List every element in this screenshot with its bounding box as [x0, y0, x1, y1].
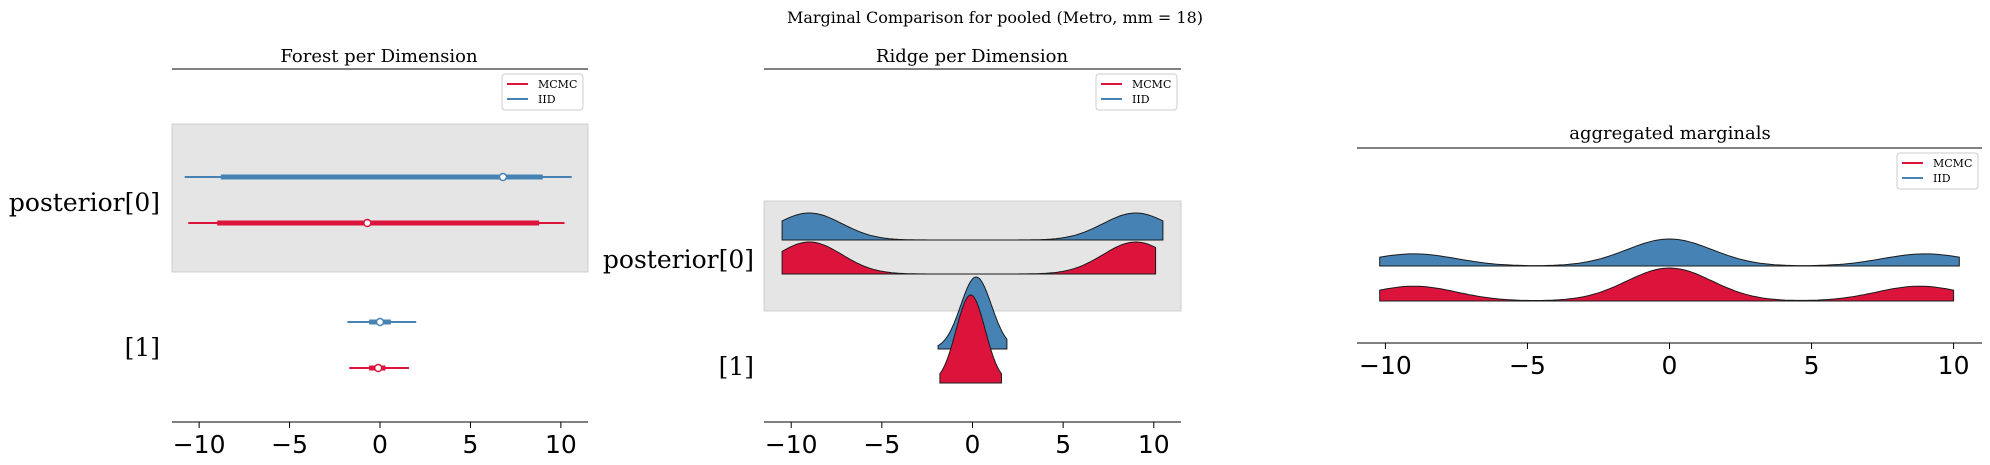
aggregated-panel: aggregated marginals −10 −5 0 5 10 MCMC IID	[1357, 123, 1982, 380]
forest-row-label-1: [1]	[125, 333, 160, 362]
ridge-tick-label: −5	[863, 430, 900, 459]
ridge-density-mcmc	[781, 241, 1157, 275]
forest-tick-label: 10	[545, 430, 577, 459]
forest-panel-title: Forest per Dimension	[280, 46, 478, 67]
ridge-tick-label: 0	[965, 430, 981, 459]
ridge-panel-title: Ridge per Dimension	[876, 46, 1069, 67]
aggregated-density-mcmc	[1379, 267, 1955, 302]
forest-point-estimate	[375, 317, 385, 327]
ridge-row-label-1: [1]	[719, 352, 754, 381]
ridge-row-label-0: posterior[0]	[603, 245, 754, 274]
ridge-tick-label: −10	[765, 430, 818, 459]
ridge-legend: MCMC IID	[1095, 73, 1178, 111]
ridge-legend-label-iid: IID	[1132, 93, 1150, 106]
aggregated-marks	[1379, 238, 1960, 302]
aggregated-panel-title: aggregated marginals	[1569, 123, 1770, 144]
forest-tick-label: 5	[462, 430, 478, 459]
ridge-marks	[781, 212, 1164, 384]
aggregated-tick-label: 0	[1662, 351, 1678, 380]
forest-point-estimate	[363, 218, 372, 228]
ridge-x-ticks: −10 −5 0 5 10	[765, 422, 1170, 459]
forest-tick-label: −10	[173, 430, 226, 459]
forest-x-ticks: −10 −5 0 5 10	[173, 422, 577, 459]
ridge-panel: Ridge per Dimension posterior[0] [1] −10…	[603, 46, 1182, 459]
forest-tick-label: −5	[271, 430, 308, 459]
forest-marks	[184, 172, 572, 373]
forest-legend: MCMC IID	[501, 73, 584, 111]
aggregated-density-iid	[1379, 238, 1960, 267]
aggregated-tick-label: −5	[1509, 351, 1546, 380]
figure-title: Marginal Comparison for pooled (Metro, m…	[787, 8, 1203, 27]
ridge-tick-label: 5	[1055, 430, 1071, 459]
aggregated-tick-label: 10	[1938, 351, 1970, 380]
aggregated-tick-label: 5	[1804, 351, 1820, 380]
forest-legend-label-iid: IID	[538, 93, 556, 106]
aggregated-legend-label-iid: IID	[1933, 172, 1951, 185]
ridge-density-mcmc	[939, 294, 1002, 384]
ridge-tick-label: 10	[1138, 430, 1170, 459]
forest-point-estimate	[373, 363, 383, 373]
aggregated-tick-label: −10	[1359, 351, 1412, 380]
ridge-legend-label-mcmc: MCMC	[1132, 78, 1171, 91]
aggregated-legend-label-mcmc: MCMC	[1933, 157, 1972, 170]
ridge-density-iid	[781, 212, 1164, 241]
forest-point-estimate	[498, 172, 508, 182]
aggregated-legend: MCMC IID	[1896, 152, 1979, 190]
aggregated-x-ticks: −10 −5 0 5 10	[1359, 343, 1969, 380]
forest-legend-label-mcmc: MCMC	[538, 78, 577, 91]
forest-row-label-0: posterior[0]	[9, 188, 160, 217]
forest-row-band	[171, 123, 589, 273]
forest-tick-label: 0	[372, 430, 388, 459]
forest-panel: Forest per Dimension posterior[0] [1] −1…	[9, 46, 589, 459]
